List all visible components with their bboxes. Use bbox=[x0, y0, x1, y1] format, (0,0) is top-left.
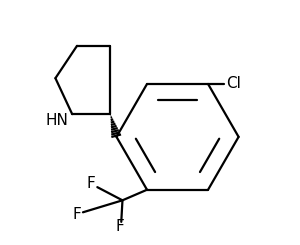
Text: F: F bbox=[87, 176, 96, 191]
Text: Cl: Cl bbox=[226, 76, 242, 91]
Text: F: F bbox=[73, 207, 81, 222]
Text: HN: HN bbox=[45, 113, 68, 128]
Text: F: F bbox=[116, 219, 124, 234]
